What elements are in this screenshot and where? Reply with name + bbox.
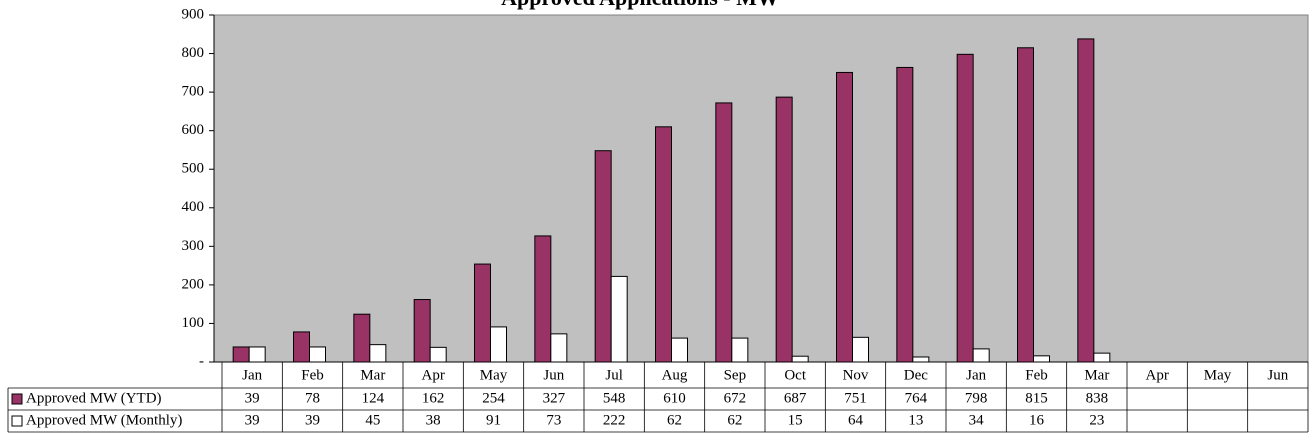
x-tick-label: Feb [1025,367,1048,383]
y-tick-label: 400 [182,199,205,215]
table-value: 39 [245,412,260,428]
y-tick-label: 500 [182,161,205,177]
table-value: 16 [1029,412,1045,428]
bar [836,71,853,363]
table-value: 73 [546,412,561,428]
bar [550,333,568,363]
y-tick-label: 700 [182,84,205,100]
bar [594,150,612,363]
x-tick-label: Apr [422,367,445,383]
x-tick-label: Jul [605,367,623,383]
x-tick-label: Dec [904,367,928,383]
bar [655,126,672,363]
table-value: 39 [305,412,320,428]
legend-label: Approved MW (YTD) [26,390,162,406]
x-tick-label: May [480,367,508,383]
bar [429,346,447,363]
bar [972,348,990,363]
bar [353,313,371,363]
table-value: 62 [727,412,742,428]
bar [293,331,310,363]
bar [610,275,628,363]
bar [671,337,688,363]
x-tick-label: Mar [1084,367,1109,383]
table-value: 798 [965,390,988,406]
bar [896,66,914,363]
table-value: 64 [848,412,864,428]
table-value: 254 [482,390,505,406]
table-value: 23 [1089,412,1104,428]
bar [715,102,733,363]
x-tick-label: Jun [1267,367,1288,383]
table-value: 162 [422,390,445,406]
y-tick-label: 100 [182,315,205,331]
table-value: 39 [245,390,260,406]
bar [1093,352,1111,363]
bar [956,53,974,363]
chart-title: Approved Applications - MW [501,0,779,10]
table-value: 548 [603,390,626,406]
table-value: 764 [905,390,928,406]
table-value: 815 [1025,390,1048,406]
x-tick-label: Sep [724,367,747,383]
bar [852,336,869,363]
table-value: 672 [724,390,747,406]
bar [775,96,793,363]
y-tick-label: 900 [182,6,205,22]
bar [534,235,552,363]
bar [1077,38,1095,363]
legend-key [11,393,23,405]
bar [1017,47,1034,363]
x-tick-label: Mar [360,367,385,383]
table-value: 327 [543,390,566,406]
x-tick-label: Oct [784,367,806,383]
x-tick-label: Apr [1146,367,1169,383]
bar [490,326,507,363]
table-value: 838 [1086,390,1109,406]
y-tick-label: 200 [182,276,205,292]
table-value: 222 [603,412,626,428]
bar [248,346,266,363]
table-value: 124 [362,390,385,406]
table-value: 34 [969,412,985,428]
x-tick-label: Jan [242,367,262,383]
table-value: 751 [844,390,867,406]
legend-key [11,415,23,427]
y-tick-label: 800 [182,45,205,61]
x-tick-label: Jun [543,367,564,383]
table-value: 38 [426,412,441,428]
table-value: 62 [667,412,682,428]
table-value: 91 [486,412,501,428]
x-tick-label: Aug [662,367,688,383]
table-value: 13 [908,412,923,428]
y-tick-label: 300 [182,238,205,254]
table-value: 45 [365,412,380,428]
x-tick-label: Feb [301,367,324,383]
y-tick-label: 600 [182,122,205,138]
bar [731,337,749,363]
bar [474,263,491,363]
table-value: 15 [788,412,803,428]
bar [1033,355,1050,363]
x-tick-label: Nov [843,367,869,383]
table-value: 610 [663,390,686,406]
plot-area [213,14,1309,363]
legend-label: Approved MW (Monthly) [26,412,182,428]
x-tick-label: Jan [966,367,986,383]
bar [309,346,326,363]
bar [369,344,387,363]
bar [232,346,250,363]
x-tick-label: May [1204,367,1232,383]
table-value: 78 [305,390,320,406]
bar [912,356,930,363]
bar [791,355,809,363]
table-value: 687 [784,390,807,406]
bar [413,299,431,363]
y-tick-label: - [199,353,204,369]
